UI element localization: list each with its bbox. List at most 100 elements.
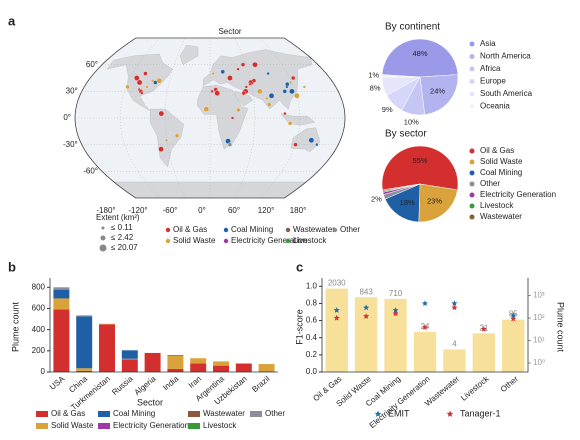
land [179, 44, 199, 65]
x-tick-label: Russia [110, 374, 135, 397]
y-tick-label: 0 [41, 367, 46, 376]
map-point [302, 85, 306, 89]
y2-axis-label: Plume count [556, 302, 566, 353]
legend-swatch [250, 411, 262, 417]
lat-label: -30° [63, 140, 78, 149]
map-point [227, 75, 233, 81]
legend-swatch [188, 423, 200, 429]
y-tick-label: 1.0 [306, 281, 318, 290]
star-marker [392, 307, 399, 313]
map-point [315, 143, 319, 147]
x-tick-label: Livestock [459, 374, 491, 403]
star-marker [421, 300, 429, 307]
map-point [236, 67, 240, 71]
legend-label: Asia [480, 39, 496, 48]
bar-segment [258, 364, 275, 372]
y-tick-label: 0.6 [306, 316, 318, 325]
map-point [140, 91, 144, 95]
bar-segment [76, 370, 93, 372]
legend-label: Tanager-1 [460, 408, 501, 418]
legend-label: Coal Mining [231, 225, 273, 234]
bar [384, 298, 407, 372]
bar [413, 331, 437, 372]
bar-segment [121, 350, 138, 359]
x-tick-label: Brazil [250, 374, 271, 394]
bar [502, 319, 525, 372]
y-tick-label: 0.2 [306, 350, 318, 359]
legend-marker [469, 159, 475, 165]
bar-value-label: 710 [389, 289, 403, 298]
y-tick-label: 600 [32, 304, 46, 313]
bar [354, 297, 378, 372]
legend-label: Other [480, 179, 500, 188]
bar-segment [99, 324, 115, 372]
pie-value-label: 24% [430, 87, 445, 96]
map-point [158, 110, 165, 117]
map-point [220, 69, 225, 74]
star-marker [510, 312, 517, 319]
map-point [289, 88, 295, 95]
lat-label: -60° [83, 166, 98, 175]
bar-segment [213, 365, 229, 372]
map-point [240, 62, 246, 67]
size-legend-marker [99, 244, 107, 252]
y-tick-label: 0.8 [306, 299, 318, 308]
bar-segment [53, 289, 70, 290]
pie-title: By sector [385, 129, 427, 140]
pie-value-label: 8% [370, 84, 381, 93]
star-marker [363, 313, 370, 319]
map-land [75, 38, 345, 198]
map-point [285, 82, 290, 87]
map-point [244, 85, 248, 89]
legend-label: Solid Waste [480, 157, 523, 166]
pie-value-label: 55% [412, 156, 427, 165]
y-tick-label: 0.0 [306, 367, 318, 376]
y-axis-label: Plume count [10, 301, 20, 352]
legend-swatch [188, 411, 200, 417]
legend-label: South America [480, 89, 533, 98]
map-point [210, 89, 214, 93]
lon-label: 0° [198, 206, 206, 215]
bar-segment [213, 361, 229, 366]
bar-segment [235, 363, 252, 372]
legend-marker [469, 181, 475, 187]
star-marker [421, 324, 429, 331]
legend-label: EMIT [388, 408, 410, 418]
map-point [267, 102, 272, 107]
map-point [134, 75, 140, 81]
size-legend-marker [100, 235, 106, 241]
lon-label: 120° [258, 206, 275, 215]
panel-label: a [8, 13, 16, 28]
lon-label: -120° [128, 206, 147, 215]
lon-label: 60° [228, 206, 240, 215]
x-tick-label: Algeria [133, 374, 158, 397]
map-point [165, 138, 169, 142]
bar-segment [53, 289, 70, 299]
map-point [248, 82, 252, 86]
legend-marker [469, 170, 475, 176]
legend-marker [469, 66, 475, 72]
pie-slice [382, 183, 421, 192]
bar-value-label: 4 [452, 340, 457, 349]
lat-label: 0° [63, 113, 71, 122]
legend-label: Other [265, 409, 285, 418]
legend-label: Oil & Gas [173, 225, 207, 234]
bar-segment [190, 363, 207, 372]
bar-segment [190, 358, 207, 364]
legend-marker [469, 203, 475, 209]
map-point [136, 79, 143, 86]
star-marker [363, 304, 370, 311]
axes [321, 278, 529, 373]
map-point [251, 78, 257, 83]
pie-value-label: 10% [404, 118, 419, 127]
legend-marker [469, 214, 475, 220]
y-axis-label: F1-score [294, 309, 304, 345]
legend-marker [285, 227, 291, 233]
legend-swatch [98, 411, 110, 417]
map-point [291, 75, 296, 81]
map-point [174, 133, 180, 138]
bar-segment [53, 298, 70, 310]
bar-segment [76, 368, 93, 371]
legend-marker [165, 238, 171, 244]
